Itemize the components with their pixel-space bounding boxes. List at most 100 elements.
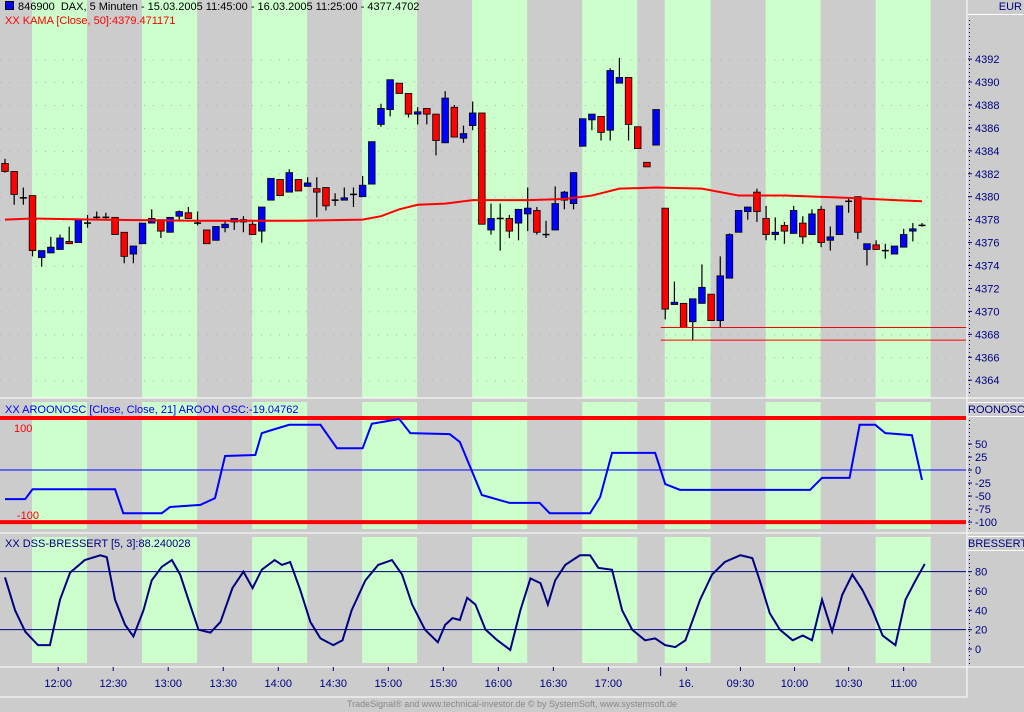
candle bbox=[19, 187, 27, 205]
candle-body bbox=[624, 77, 633, 125]
candle-body bbox=[725, 234, 734, 279]
candle bbox=[551, 186, 559, 231]
candle-body bbox=[780, 224, 789, 232]
candle-body bbox=[817, 208, 825, 243]
candle-body bbox=[166, 216, 174, 233]
session-band bbox=[32, 0, 88, 398]
dss-tick-label: 0 bbox=[975, 644, 981, 656]
candle-body bbox=[358, 184, 367, 198]
candle bbox=[514, 208, 523, 241]
aroon-axis-title: ROONOSC bbox=[968, 402, 1024, 417]
price-tick-label: 4380 bbox=[975, 192, 999, 204]
candle bbox=[817, 205, 825, 248]
candle bbox=[386, 79, 394, 117]
candle-body bbox=[276, 179, 284, 196]
candle bbox=[716, 256, 724, 328]
time-tick-label: 17:00 bbox=[595, 678, 623, 690]
candle-body bbox=[221, 223, 229, 229]
candle-body bbox=[322, 187, 330, 207]
dss-axis-title: BRESSERT bbox=[968, 536, 1024, 551]
aroon-tick-label: 25 bbox=[975, 452, 987, 464]
candle-body bbox=[679, 302, 688, 328]
candle bbox=[835, 205, 844, 235]
candle bbox=[340, 187, 348, 201]
candle-body bbox=[771, 231, 779, 235]
candle-body bbox=[74, 219, 83, 243]
candle bbox=[707, 293, 715, 321]
candle-body bbox=[698, 286, 706, 304]
session-band bbox=[32, 402, 88, 529]
dss-legend[interactable]: XX DSS-BRESSERT [5, 3]:88.240028 bbox=[5, 538, 191, 550]
candle-body bbox=[450, 106, 459, 138]
aroon-tick-label: -25 bbox=[975, 478, 991, 490]
candle-body bbox=[432, 113, 440, 141]
candle bbox=[368, 141, 376, 185]
session-band bbox=[252, 402, 308, 529]
candle bbox=[285, 169, 293, 193]
session-band bbox=[765, 0, 821, 398]
candle bbox=[899, 228, 908, 248]
candle bbox=[725, 233, 734, 279]
candle-body bbox=[184, 212, 193, 219]
candle bbox=[542, 220, 550, 238]
candle-body bbox=[707, 293, 715, 321]
candle bbox=[459, 125, 468, 143]
candle bbox=[212, 226, 220, 241]
aroon-legend[interactable]: XX AROONOSC [Close, Close, 21] AROON OSC… bbox=[5, 404, 299, 416]
time-tick-label: 16:30 bbox=[540, 678, 568, 690]
candle-body bbox=[890, 245, 899, 255]
dss-tick-label: 20 bbox=[975, 625, 987, 637]
candle bbox=[120, 231, 128, 264]
candle-body bbox=[487, 218, 495, 231]
candle-body bbox=[56, 237, 64, 250]
time-tick-label: 11:00 bbox=[890, 678, 917, 690]
candle bbox=[771, 217, 779, 241]
candle bbox=[615, 57, 624, 84]
time-tick-label: 12:00 bbox=[44, 678, 72, 690]
symbol-code: 846900 bbox=[18, 1, 55, 13]
candle bbox=[597, 116, 605, 141]
dss-tick-label: 80 bbox=[975, 567, 987, 579]
candle-body bbox=[652, 109, 660, 146]
session-band bbox=[472, 537, 528, 663]
time-tick-label: 12:30 bbox=[99, 678, 127, 690]
candle-body bbox=[212, 226, 220, 241]
candle-body bbox=[377, 107, 385, 125]
candle bbox=[349, 187, 357, 208]
candle-body bbox=[441, 97, 449, 144]
candle bbox=[909, 223, 917, 242]
candle bbox=[331, 193, 339, 206]
session-band bbox=[765, 402, 821, 529]
time-tick-label: 14:00 bbox=[265, 678, 293, 690]
candle bbox=[441, 91, 449, 144]
candle-body bbox=[744, 206, 752, 213]
candle bbox=[808, 209, 816, 235]
candle-body bbox=[65, 241, 73, 245]
session-band bbox=[664, 402, 711, 529]
footer-copyright: TradeSignal® and www.technical-investor.… bbox=[346, 699, 678, 709]
session-band bbox=[142, 402, 198, 529]
candle bbox=[84, 215, 92, 228]
candle-body bbox=[303, 182, 312, 187]
candle bbox=[404, 93, 413, 118]
dss-tick-label: 40 bbox=[975, 605, 987, 617]
kama-line bbox=[4, 186, 923, 222]
candle bbox=[395, 82, 404, 94]
candle-body bbox=[505, 218, 514, 232]
candle-body bbox=[615, 77, 624, 84]
candle-body bbox=[175, 211, 183, 217]
candle bbox=[643, 161, 651, 168]
candle-body bbox=[799, 222, 807, 238]
candle-body bbox=[258, 206, 266, 232]
candle bbox=[780, 221, 789, 244]
kama-legend[interactable]: XX KAMA [Close, 50]:4379.471171 bbox=[5, 15, 176, 27]
candle-body bbox=[569, 172, 578, 204]
candle-body bbox=[423, 107, 431, 115]
candle bbox=[689, 298, 697, 341]
currency-label: EUR bbox=[968, 0, 1024, 15]
candle-body bbox=[643, 161, 651, 168]
candle bbox=[313, 177, 321, 218]
candle bbox=[826, 226, 834, 251]
candle-body bbox=[588, 113, 596, 121]
